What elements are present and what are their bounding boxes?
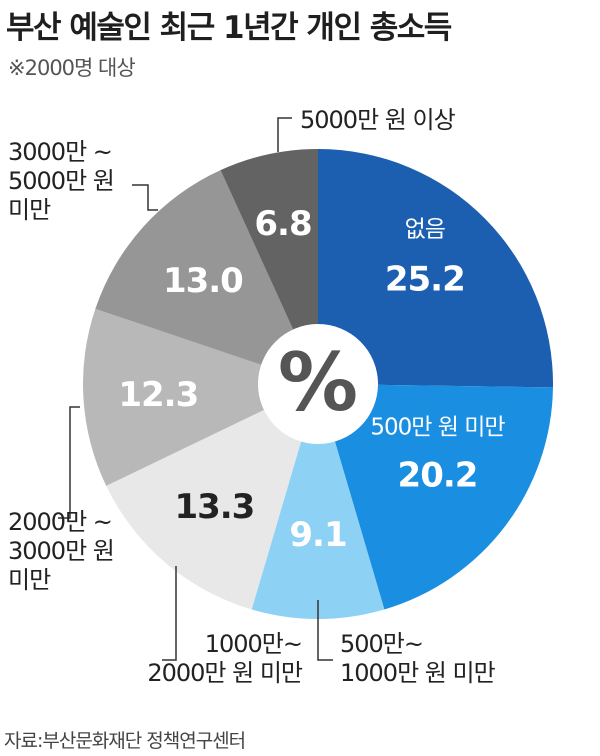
slice-category-label: 2000만 ~3000만 원 미만 xyxy=(8,508,114,594)
leader-line xyxy=(317,600,333,661)
slice-labels: 25.2 없음 20.2 500만 원 미만 9.1 500만~ 1000만 원 미만 13.… xyxy=(8,106,506,687)
slice-value-label: 13.3 xyxy=(174,487,254,527)
pie-slice-5 xyxy=(83,308,319,486)
chart-subtitle: ※2000명 대상 xyxy=(8,56,136,80)
slice-value-label: 9.1 xyxy=(289,515,346,555)
leader-lines xyxy=(58,117,333,661)
slice-category-label: 3000만 ~5000만 원 미만 xyxy=(8,138,114,224)
slice-category-label-line: 1000만 원 미만 xyxy=(340,659,496,687)
slice-category-label: 500만~ 1000만 원 미만 xyxy=(340,630,496,687)
slice-category-label: 없음 xyxy=(405,217,445,243)
pie-slice-2 xyxy=(318,384,553,610)
slice-category-label: 1000만~ 2000만 원 미만 xyxy=(147,630,303,687)
slice-value-label: 13.0 xyxy=(163,261,243,301)
slice-category-label: 500만 원 미만 xyxy=(370,415,505,441)
slice-category-label-line: 3000만 ~ xyxy=(8,138,112,166)
slice-category-label: 5000만 원 이상 xyxy=(300,106,456,134)
pie-slice-3 xyxy=(251,384,385,619)
slice-value-label: 25.2 xyxy=(385,260,465,300)
slice-value-label: 6.8 xyxy=(254,204,311,244)
leader-line xyxy=(58,406,80,519)
pie-slice-1 xyxy=(318,149,554,388)
percent-symbol: % xyxy=(278,336,358,429)
pie-slices xyxy=(83,149,554,619)
slice-value-label: 12.3 xyxy=(118,375,198,415)
slice-category-label-line: 2000만 원 미만 xyxy=(147,659,303,687)
slice-category-label-line: 5000만 원 xyxy=(8,167,114,195)
leader-line xyxy=(277,117,292,152)
leader-line xyxy=(162,566,177,661)
pie-slice-7 xyxy=(220,149,318,384)
slice-category-label-line: 3000만 원 xyxy=(8,537,114,565)
slice-category-label-line: 2000만 ~ xyxy=(8,508,112,536)
slice-category-label-line: 1000만~ xyxy=(205,630,302,658)
center-hole xyxy=(258,324,378,444)
slice-category-label-line: 500만~ xyxy=(340,630,423,658)
chart-title: 부산 예술인 최근 1년간 개인 총소득 xyxy=(6,10,452,46)
slice-category-label-line: 5000만 원 이상 xyxy=(300,106,456,134)
pie-slice-4 xyxy=(106,384,318,610)
pie-slice-6 xyxy=(95,170,318,384)
slice-category-label-line: 미만 xyxy=(8,566,51,594)
source-note: 자료:부산문화재단 정책연구센터 xyxy=(4,730,246,752)
leader-line xyxy=(132,184,158,211)
slice-category-label-line: 미만 xyxy=(8,196,51,224)
slice-value-label: 20.2 xyxy=(398,456,478,496)
